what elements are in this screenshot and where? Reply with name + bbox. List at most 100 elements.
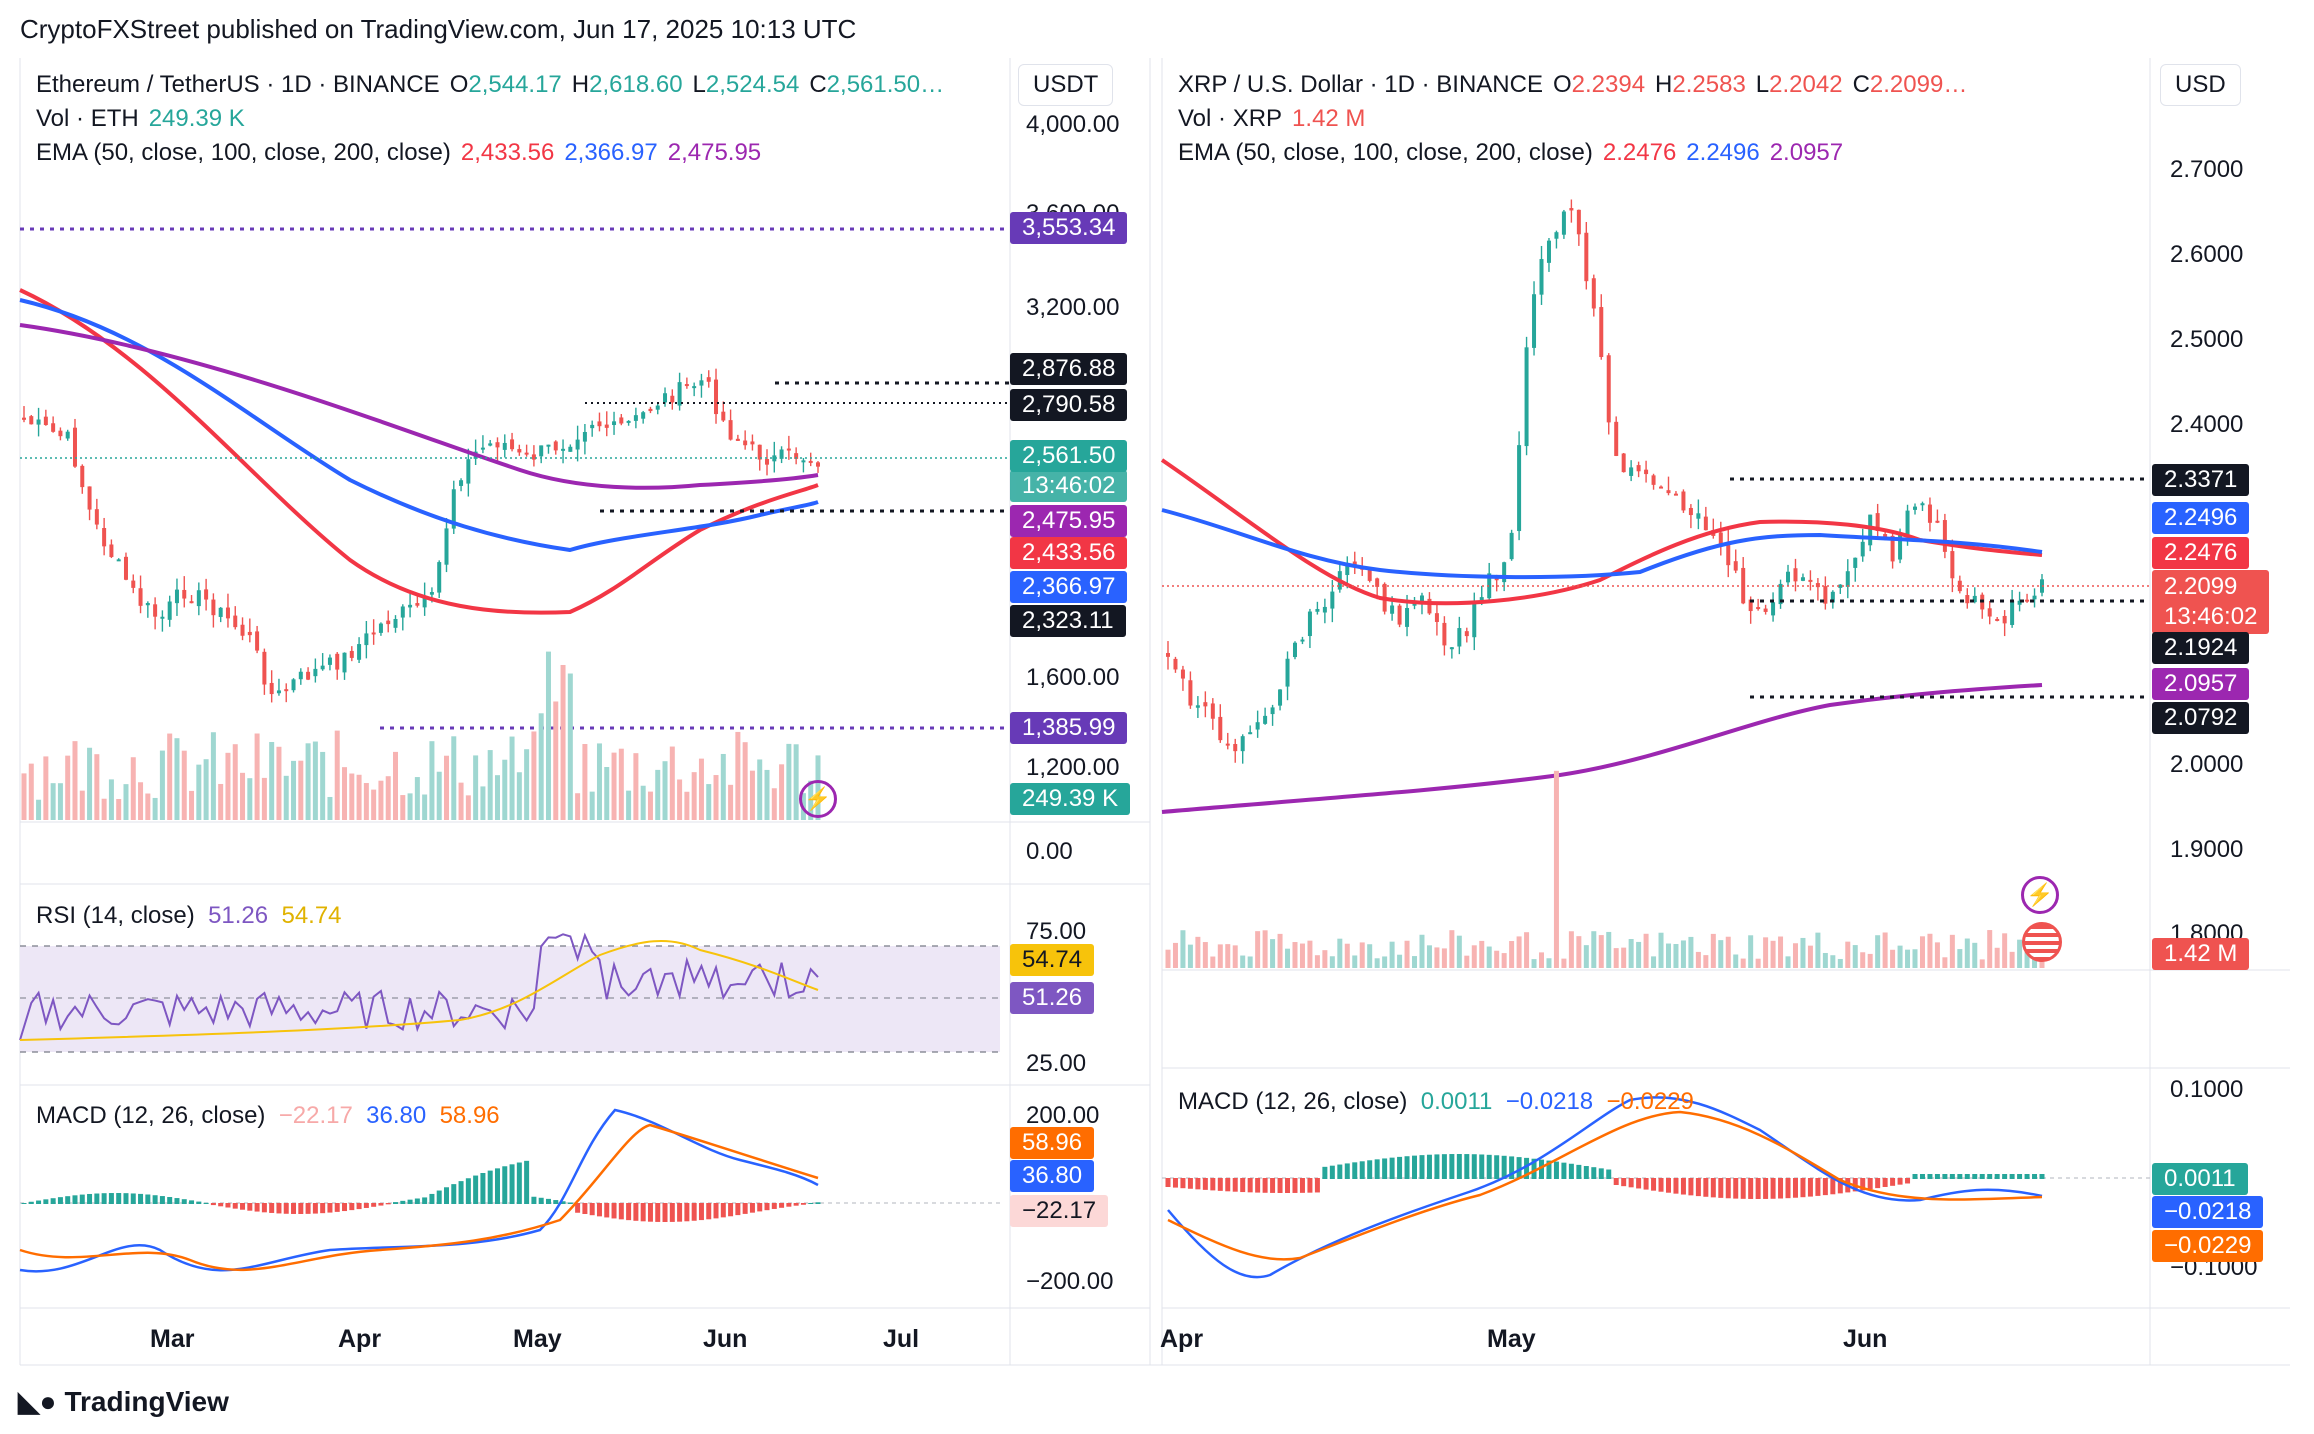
eth-macd-hist-bar: [57, 1197, 63, 1204]
eth-candle: [408, 604, 413, 608]
xrp-volume-bar: [1285, 948, 1291, 968]
eth-candle: [677, 382, 682, 406]
eth-volume-bar: [269, 741, 275, 820]
eth-volume-bar: [342, 767, 348, 820]
eth-candle: [306, 671, 311, 680]
xrp-volume-bar: [1733, 954, 1739, 968]
xrp-macd-hist-bar: [1882, 1178, 1888, 1187]
eth-candle: [51, 423, 56, 432]
xrp-volume-bar: [1397, 954, 1403, 968]
xrp-vol-label[interactable]: Vol · XRP: [1178, 105, 1283, 132]
eth-volume-bar: [232, 744, 238, 820]
eth-macd-label[interactable]: MACD (12, 26, close): [36, 1102, 266, 1129]
xrp-macd-label[interactable]: MACD (12, 26, close): [1178, 1088, 1408, 1115]
eth-macd-hist-bar: [159, 1196, 165, 1204]
xrp-candle: [1188, 680, 1193, 706]
lightning-icon[interactable]: ⚡: [799, 780, 837, 818]
eth-volume-bar: [735, 731, 741, 820]
xrp-macd-hist-bar: [1270, 1178, 1276, 1193]
xrp-macd-hist-bar: [1172, 1178, 1178, 1188]
xrp-macd-hist-bar: [1583, 1166, 1589, 1179]
eth-symbol[interactable]: Ethereum / TetherUS · 1D · BINANCE: [36, 71, 440, 98]
xrp-symbol[interactable]: XRP / U.S. Dollar · 1D · BINANCE: [1178, 71, 1543, 98]
xrp-macd-hist-bar: [1165, 1178, 1171, 1187]
xrp-last-price-badge: 2.2099 13:46:02: [2152, 570, 2270, 634]
xrp-level-badge: 2.3371: [2152, 464, 2250, 496]
xrp-candle: [1345, 562, 1350, 576]
eth-volume-bar: [582, 744, 588, 820]
xrp-volume-bar: [1232, 945, 1238, 968]
eth-macd-hist-bar: [378, 1203, 384, 1206]
xrp-macd-hist-bar: [1546, 1160, 1552, 1179]
eth-volume-bar: [218, 783, 224, 820]
xrp-candle: [1524, 347, 1529, 447]
xrp-candle: [1756, 607, 1761, 610]
eth-macd-hist-bar: [385, 1203, 391, 1205]
xrp-candle: [1330, 591, 1335, 609]
xrp-currency-button[interactable]: USD: [2160, 64, 2241, 106]
eth-rsi-tick: 75.00: [1026, 918, 1087, 945]
eth-vol-label[interactable]: Vol · ETH: [36, 105, 139, 132]
xrp-volume-bar: [1651, 956, 1657, 968]
eth-macd-hist-bar: [640, 1203, 646, 1222]
us-flag-icon[interactable]: [2022, 922, 2062, 962]
xrp-macd-hist-bar: [1412, 1155, 1418, 1179]
eth-macd-hist-bar: [291, 1203, 297, 1214]
xrp-volume-bar: [1576, 936, 1582, 968]
xrp-macd-hist-bar: [1187, 1178, 1193, 1189]
eth-macd-hist-bar: [626, 1203, 632, 1221]
eth-high: 2,618.60: [589, 71, 683, 98]
xrp-candle: [1203, 702, 1208, 707]
eth-macd-hist-bar: [269, 1203, 275, 1213]
xrp-macd-hist-bar: [1531, 1158, 1537, 1179]
eth-macd-hist-bar: [393, 1202, 399, 1204]
xrp-candle: [1352, 561, 1357, 567]
xrp-macd-hist-bar: [1202, 1178, 1208, 1190]
eth-macd-hist-bar: [240, 1203, 246, 1210]
xrp-volume-bar: [1359, 942, 1365, 968]
eth-rsi-label[interactable]: RSI (14, close): [36, 902, 195, 929]
eth-candle: [612, 421, 617, 426]
eth-macd-hist-bar: [691, 1203, 697, 1221]
xrp-candle: [1218, 716, 1223, 741]
eth-volume-bar: [407, 793, 413, 820]
eth-macd-hist-bar: [203, 1202, 209, 1204]
xrp-ema200-badge: 2.0957: [2152, 668, 2250, 700]
eth-macd-hist-bar: [94, 1193, 100, 1204]
lightning-icon[interactable]: ⚡: [2021, 876, 2059, 914]
eth-macd-hist-bar: [771, 1203, 777, 1209]
xrp-candle: [1532, 294, 1537, 348]
eth-candle: [459, 480, 464, 486]
eth-candle: [794, 453, 799, 459]
xrp-macd-hist-bar: [1397, 1156, 1403, 1179]
xrp-volume-bar: [1852, 945, 1858, 968]
eth-currency-button[interactable]: USDT: [1018, 64, 1114, 106]
xrp-volume-bar: [1815, 932, 1821, 968]
xrp-ema-label[interactable]: EMA (50, close, 100, close, 200, close): [1178, 139, 1593, 166]
eth-candle: [182, 589, 187, 599]
tradingview-logo[interactable]: ◣● TradingView: [18, 1385, 229, 1418]
xrp-candle: [1786, 571, 1791, 583]
eth-candle: [211, 599, 216, 616]
xrp-candle: [1913, 506, 1918, 510]
xrp-macd-hist-bar: [1785, 1178, 1791, 1199]
eth-volume-bar: [50, 783, 56, 820]
xrp-candle: [1546, 240, 1551, 263]
eth-x-label: Jun: [703, 1325, 748, 1353]
xrp-ema100-line: [1161, 508, 2043, 580]
eth-candle: [87, 486, 92, 510]
xrp-volume-bar: [1337, 938, 1343, 968]
eth-macd-hist-bar: [443, 1187, 449, 1204]
eth-ema100-line: [19, 298, 819, 553]
eth-candle: [160, 616, 165, 619]
eth-volume-bar: [436, 771, 442, 820]
xrp-ema200-line: [1161, 683, 2043, 814]
eth-macd-hist-bar: [65, 1196, 71, 1204]
xrp-candle: [1233, 744, 1238, 752]
eth-volume-bar: [575, 793, 581, 820]
eth-volume-bar: [779, 764, 785, 820]
eth-candle: [378, 623, 383, 633]
xrp-volume-bar: [2024, 950, 2030, 968]
xrp-volume-bar: [1322, 950, 1328, 968]
eth-ema-label[interactable]: EMA (50, close, 100, close, 200, close): [36, 139, 451, 166]
